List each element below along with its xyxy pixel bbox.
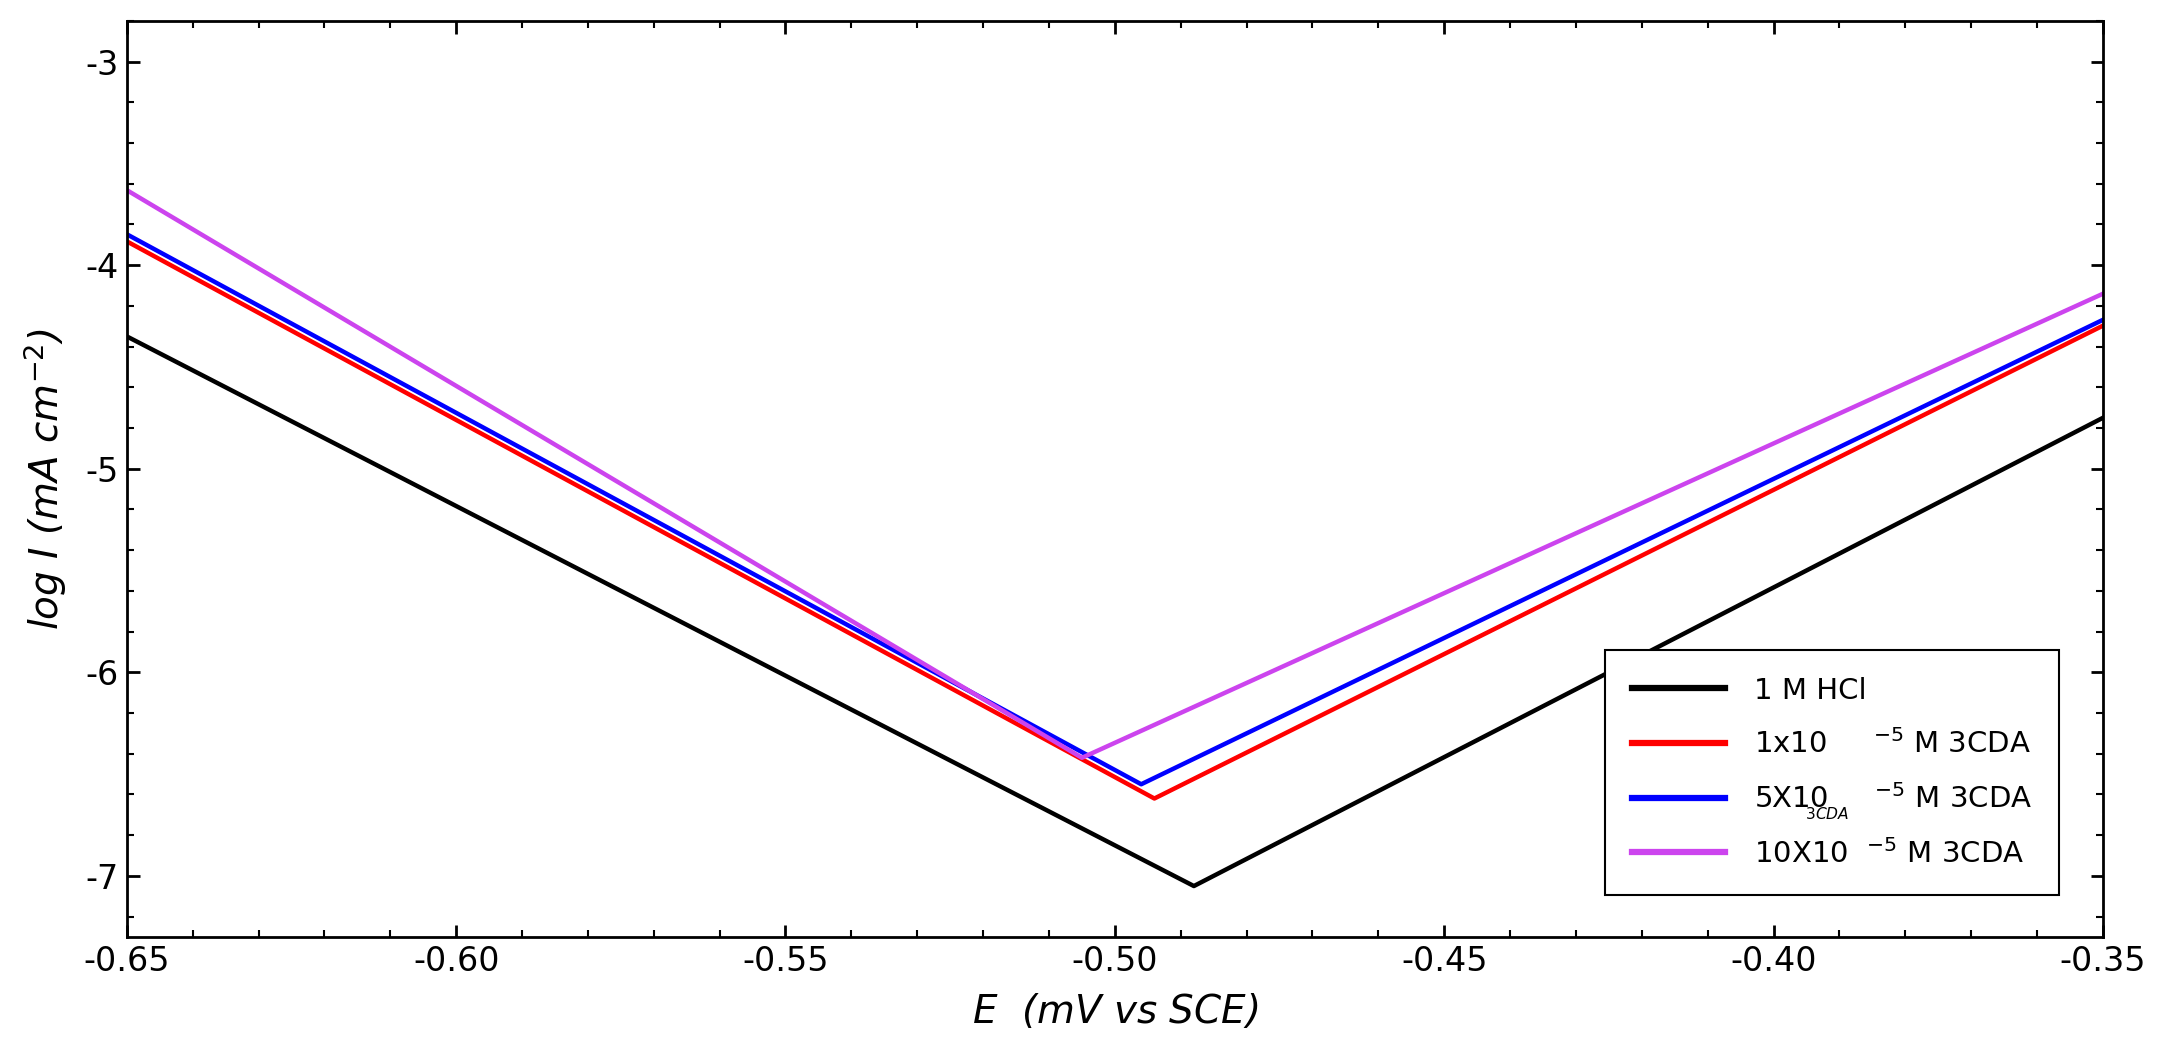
Legend: 1 M HCl, 1x10     $^{-5}$ M 3CDA, 5X10     $^{-5}$ M 3CDA, 10X10  $^{-5}$ M 3CDA: 1 M HCl, 1x10 $^{-5}$ M 3CDA, 5X10 $^{-5…	[1606, 650, 2059, 895]
Y-axis label: log $I$ (mA cm$^{-2}$): log $I$ (mA cm$^{-2}$)	[22, 328, 69, 629]
Text: $_{3CDA}$: $_{3CDA}$	[1805, 802, 1851, 823]
X-axis label: $E$  (mV vs SCE): $E$ (mV vs SCE)	[971, 992, 1259, 1031]
